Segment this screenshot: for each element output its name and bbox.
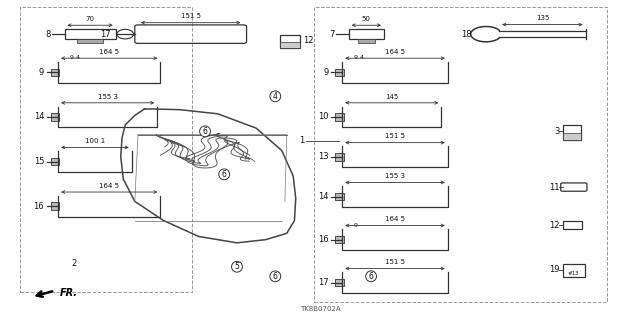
Text: 1: 1 <box>299 136 304 145</box>
Text: 151 5: 151 5 <box>385 133 405 140</box>
Text: 17: 17 <box>100 30 111 39</box>
Text: 9: 9 <box>39 68 44 77</box>
Bar <box>65 29 116 39</box>
Bar <box>51 113 60 121</box>
Text: 9: 9 <box>354 223 358 228</box>
Text: 15: 15 <box>34 157 44 166</box>
Text: 6: 6 <box>273 272 278 281</box>
Text: 135: 135 <box>536 15 549 21</box>
Text: 6: 6 <box>222 170 227 179</box>
Text: 10: 10 <box>318 113 328 122</box>
Text: 9 4: 9 4 <box>70 55 79 60</box>
Text: 14: 14 <box>34 113 44 122</box>
Bar <box>335 236 344 244</box>
Bar <box>335 113 344 121</box>
Text: 14: 14 <box>318 192 328 201</box>
Bar <box>563 125 580 140</box>
Text: 18: 18 <box>461 30 472 39</box>
Text: 13: 13 <box>317 152 328 161</box>
Text: 9: 9 <box>323 68 328 77</box>
Text: 4: 4 <box>273 92 278 101</box>
Text: 155 3: 155 3 <box>385 173 405 179</box>
Bar <box>280 35 300 48</box>
Bar <box>335 193 344 200</box>
Text: 12: 12 <box>303 36 313 45</box>
Text: 12: 12 <box>549 221 559 230</box>
Text: 16: 16 <box>317 235 328 244</box>
Text: 7: 7 <box>330 30 335 39</box>
Text: 8: 8 <box>45 30 51 39</box>
Text: 151 5: 151 5 <box>180 13 201 20</box>
Bar <box>77 39 103 43</box>
Bar <box>51 68 60 76</box>
Bar <box>335 279 344 286</box>
Text: 50: 50 <box>362 16 371 22</box>
Text: 3: 3 <box>554 127 559 136</box>
Text: 151 5: 151 5 <box>385 259 405 265</box>
Text: 2: 2 <box>72 259 77 268</box>
Text: 6: 6 <box>203 127 207 136</box>
Text: 17: 17 <box>317 278 328 287</box>
Text: FR.: FR. <box>60 288 77 298</box>
Text: 155 3: 155 3 <box>98 94 118 100</box>
Bar <box>51 202 60 210</box>
Bar <box>335 153 344 161</box>
Text: 11: 11 <box>549 183 559 192</box>
Bar <box>563 221 582 229</box>
Text: 5: 5 <box>234 262 239 271</box>
Bar <box>563 133 580 140</box>
Bar <box>358 39 375 43</box>
Text: #13: #13 <box>568 271 580 276</box>
Text: TK8B0702A: TK8B0702A <box>300 306 340 312</box>
Bar <box>563 264 585 277</box>
Text: 19: 19 <box>549 265 559 275</box>
Bar <box>280 42 300 48</box>
Text: 145: 145 <box>385 94 399 100</box>
Text: 164 5: 164 5 <box>385 216 405 222</box>
Bar <box>51 158 60 165</box>
Text: 164 5: 164 5 <box>385 49 405 55</box>
Text: 164 5: 164 5 <box>99 183 119 189</box>
Text: 9 4: 9 4 <box>354 55 364 60</box>
Bar <box>349 29 384 39</box>
Text: 100 1: 100 1 <box>84 138 105 144</box>
Text: 164 5: 164 5 <box>99 49 119 55</box>
Text: 70: 70 <box>86 16 95 22</box>
Bar <box>335 68 344 76</box>
Bar <box>20 7 192 292</box>
Text: 16: 16 <box>33 202 44 211</box>
Text: 6: 6 <box>369 272 374 281</box>
Bar <box>314 7 607 302</box>
